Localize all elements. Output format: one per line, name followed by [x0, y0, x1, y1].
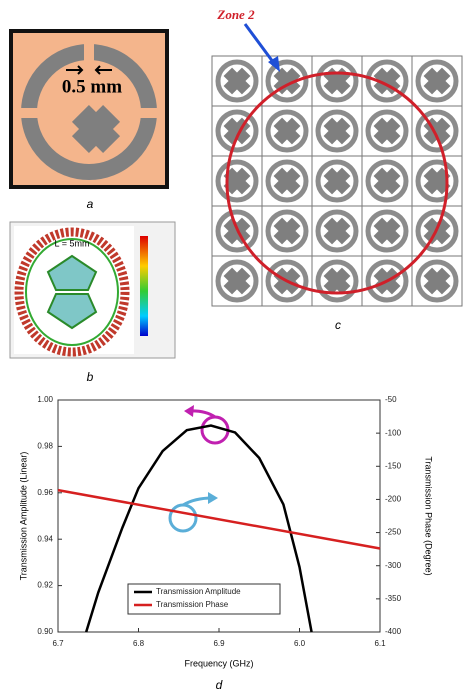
cell: [212, 56, 262, 106]
y2-tick-label: -150: [385, 461, 402, 470]
cell: [262, 156, 312, 206]
cross: [71, 104, 121, 154]
panel-c: Zone 2 c: [212, 7, 462, 332]
zone-arrow: [243, 23, 278, 67]
cell: [412, 56, 462, 106]
cell: [312, 156, 362, 206]
x-tick-label: 6.9: [213, 639, 225, 648]
series-line: [84, 424, 313, 633]
cell: [312, 56, 362, 106]
y-tick-label: 0.96: [37, 488, 53, 497]
y-tick-label: 1.00: [37, 395, 53, 404]
cell: [362, 156, 412, 206]
cell: [412, 156, 462, 206]
y2-tick-label: -250: [385, 528, 402, 537]
legend-label: Transmission Amplitude: [156, 587, 241, 596]
cross-field: [46, 293, 98, 330]
panel-label: b: [87, 370, 94, 384]
x-tick-label: 6.8: [133, 639, 145, 648]
ring-field: [14, 227, 130, 357]
annotation-arrow: [182, 496, 213, 507]
y-tick-label: 0.92: [37, 581, 53, 590]
y-tick-label: 0.98: [37, 442, 53, 451]
y2-tick-label: -200: [385, 495, 402, 504]
annotation: L = 5mm: [55, 238, 90, 248]
cell: [312, 256, 362, 306]
zone-label: Zone 2: [216, 7, 255, 22]
cell: [212, 156, 262, 206]
cell: [262, 206, 312, 256]
y-axis-label: Transmission Amplitude (Linear): [18, 452, 28, 581]
legend-box: [127, 583, 281, 615]
gap: [138, 108, 162, 118]
dimension-label: 0.5 mm: [62, 76, 122, 97]
y2-tick-label: -50: [385, 395, 397, 404]
cell: [212, 256, 262, 306]
panel-b: L = 5mm b: [9, 221, 176, 384]
y-tick-label: 0.90: [37, 627, 53, 636]
y-tick-label: 0.94: [37, 534, 53, 543]
x-tick-label: 6.7: [52, 639, 64, 648]
gap: [84, 40, 94, 64]
gap: [16, 108, 40, 118]
panel-label: d: [216, 678, 223, 692]
panel-a: 0.5 mm a: [9, 29, 169, 211]
cell: [262, 56, 312, 106]
y2-axis-label: Transmission Phase (Degree): [424, 456, 434, 575]
panel-label: c: [335, 318, 341, 332]
series-line: [57, 488, 381, 550]
cell: [362, 206, 412, 256]
y2-tick-label: -350: [385, 594, 402, 603]
y2-tick-label: -400: [385, 627, 402, 636]
annotation-circle: [168, 503, 198, 533]
annotation-arrowhead: [184, 405, 194, 417]
cell: [412, 106, 462, 156]
ring-field-inner: [25, 238, 119, 346]
annotation-arrowhead: [208, 492, 218, 504]
cell: [412, 256, 462, 306]
zone-arrowhead: [268, 56, 280, 72]
cell: [362, 106, 412, 156]
colorbar: [140, 236, 148, 336]
cross-field: [46, 254, 98, 291]
zone-circle: [225, 71, 449, 295]
y2-tick-label: -300: [385, 561, 402, 570]
cell: [312, 106, 362, 156]
x-tick-label: 6.0: [294, 639, 306, 648]
cell: [262, 106, 312, 156]
cell: [362, 56, 412, 106]
x-axis-label: Frequency (GHz): [184, 658, 253, 668]
y2-tick-label: -100: [385, 428, 402, 437]
x-tick-label: 6.1: [374, 639, 386, 648]
legend-label: Transmission Phase: [156, 600, 229, 609]
panel-label: a: [87, 197, 94, 211]
dimension-arrows: [66, 65, 112, 75]
cell: [212, 106, 262, 156]
cell: [312, 206, 362, 256]
